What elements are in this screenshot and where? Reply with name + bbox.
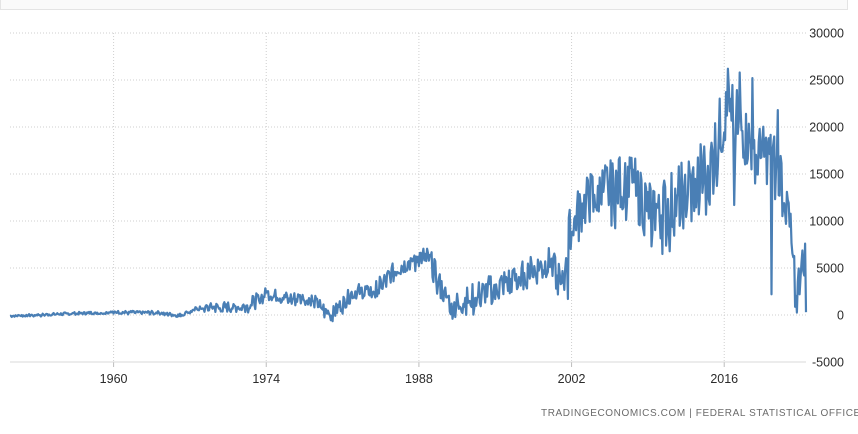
x-tick-label: 1988 [405, 372, 433, 386]
y-tick-label: 20000 [809, 121, 844, 135]
header-panel-edge [0, 0, 848, 10]
y-tick-label: 25000 [809, 74, 844, 88]
x-tick-label: 2016 [710, 372, 738, 386]
x-tick-label: 1960 [100, 372, 128, 386]
y-tick-label: 30000 [809, 27, 844, 41]
x-tick-label: 2002 [558, 372, 586, 386]
y-tick-label: 0 [837, 309, 844, 323]
source-attribution: TRADINGECONOMICS.COM | FEDERAL STATISTIC… [541, 408, 858, 419]
chart-grid [10, 32, 806, 367]
x-axis: 1960 1974 1988 2002 2016 [100, 372, 738, 386]
y-tick-label: 10000 [809, 215, 844, 229]
x-tick-label: 1974 [252, 372, 280, 386]
y-tick-label: 5000 [816, 262, 844, 276]
y-tick-label: 15000 [809, 168, 844, 182]
series-line [9, 67, 808, 323]
y-axis: -5000 0 5000 10000 15000 20000 25000 30000 [809, 27, 844, 370]
y-tick-label: -5000 [812, 356, 844, 370]
